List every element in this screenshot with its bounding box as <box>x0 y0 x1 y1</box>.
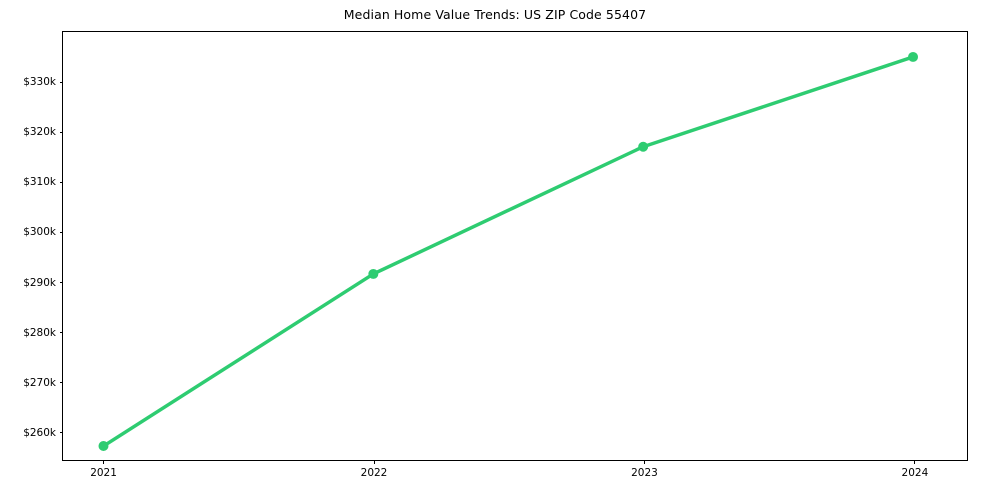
y-tick-label: $300k <box>23 226 56 239</box>
y-tick-mark <box>59 332 63 334</box>
data-point-marker <box>908 51 919 62</box>
x-tick-mark <box>643 460 645 464</box>
x-tick-label: 2024 <box>901 467 929 479</box>
y-tick-mark <box>59 432 63 434</box>
x-tick-mark <box>103 460 105 464</box>
y-tick-mark <box>59 282 63 284</box>
y-tick-mark <box>59 181 63 183</box>
y-tick-mark <box>59 81 63 83</box>
x-tick-mark <box>914 460 916 464</box>
data-point-marker <box>368 268 379 279</box>
y-tick-label: $330k <box>23 76 56 89</box>
plot-inner: $260k $270k $280k $290k $300k $310k $320k $330k… <box>23 32 967 479</box>
y-tick-label: $260k <box>23 426 56 439</box>
y-tick-label: $290k <box>23 276 56 289</box>
y-tick-label: $310k <box>23 176 56 189</box>
y-tick-mark <box>59 231 63 233</box>
data-point-marker <box>98 441 109 452</box>
x-tick-label: 2022 <box>360 467 388 479</box>
y-tick-mark <box>59 131 63 133</box>
y-tick-label: $270k <box>23 376 56 389</box>
series-markers <box>98 51 919 452</box>
y-tick-mark <box>59 382 63 384</box>
x-tick-mark <box>373 460 375 464</box>
plot-area: $260k $270k $280k $290k $300k $310k $320k $330k… <box>23 31 968 479</box>
y-tick-label: $280k <box>23 326 56 339</box>
series-line-median-home-value <box>101 55 915 448</box>
chart-title: Median Home Value Trends: US ZIP Code 55… <box>343 7 647 22</box>
x-tick-label: 2023 <box>631 467 658 479</box>
x-tick-label: 2021 <box>90 467 117 479</box>
line-series-layer <box>98 51 919 452</box>
y-tick-label: $320k <box>23 126 56 139</box>
data-point-marker <box>638 141 649 152</box>
